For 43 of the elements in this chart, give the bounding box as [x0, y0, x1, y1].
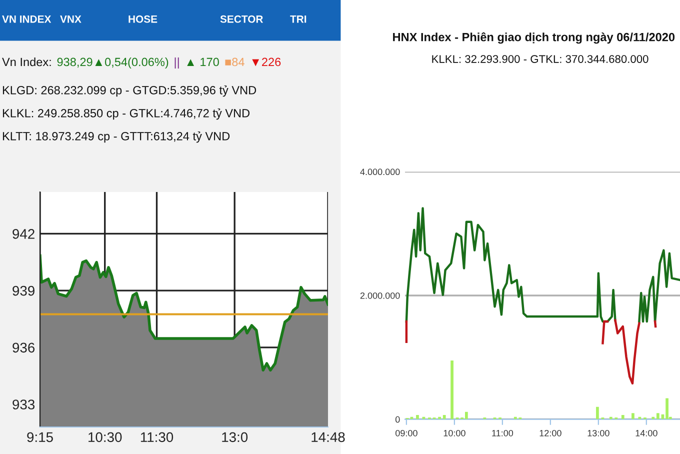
bar [450, 360, 454, 420]
bar [596, 406, 599, 420]
x-tick-label: 10:00 [444, 430, 466, 436]
x-tick-label: 11:00 [492, 430, 514, 436]
text: KLTT: 18.973.249 cp - GTTT:613,24 tỷ VND [2, 131, 230, 143]
x-tick-label: 10:30 [88, 432, 122, 442]
text: SECTOR [220, 15, 264, 23]
text: TRI [290, 16, 306, 23]
y-tick-label: 942 [12, 229, 34, 239]
text: VN INDEX [2, 16, 52, 23]
bar [416, 414, 419, 420]
chart-subtitle: KLKL: 32.293.900 - GTKL: 370.344.680.000 [432, 55, 648, 63]
bar [464, 412, 468, 420]
y-tick-label: 933 [12, 400, 35, 410]
bar [666, 398, 668, 420]
bar [442, 414, 446, 420]
bar [656, 413, 660, 420]
x-tick-label: 14:00 [636, 430, 658, 436]
text: ■84 [225, 58, 244, 66]
text: Vn Index: [2, 58, 51, 66]
x-tick-label: 12:00 [540, 430, 562, 436]
bar [621, 414, 624, 420]
y-tick-label: 936 [12, 342, 35, 353]
y-tick-label: 4.000.000 [360, 168, 400, 176]
bar [632, 413, 634, 420]
text: ▲ 170 [187, 58, 219, 66]
text: VNX [60, 16, 82, 23]
text: ▼226 [252, 58, 281, 66]
x-tick-label: 09:00 [396, 430, 418, 436]
x-tick-label: 13:0 [222, 432, 248, 442]
y-tick-label: 2.000.000 [360, 292, 400, 299]
x-tick-label: 14:48 [312, 432, 345, 442]
y-tick-label: 0 [395, 416, 400, 423]
chart-title: HNX Index - Phiên giao dịch trong ngày 06/11/2020 [393, 32, 675, 44]
x-tick-label: 13:00 [588, 430, 610, 436]
text: 938,29▲0,54(0.06%) [57, 58, 168, 68]
y-tick-label: 939 [12, 286, 34, 296]
text: || [174, 57, 179, 69]
x-tick-label: 9:15 [27, 432, 53, 442]
text: HOSE [128, 15, 158, 23]
text: KLKL: 249.258.850 cp - GTKL:4.746,72 tỷ VND [2, 108, 250, 120]
text: KLGD: 268.232.099 cp - GTGD:5.359,96 tỷ VND [2, 85, 256, 97]
x-tick-label: 11:30 [140, 432, 174, 442]
